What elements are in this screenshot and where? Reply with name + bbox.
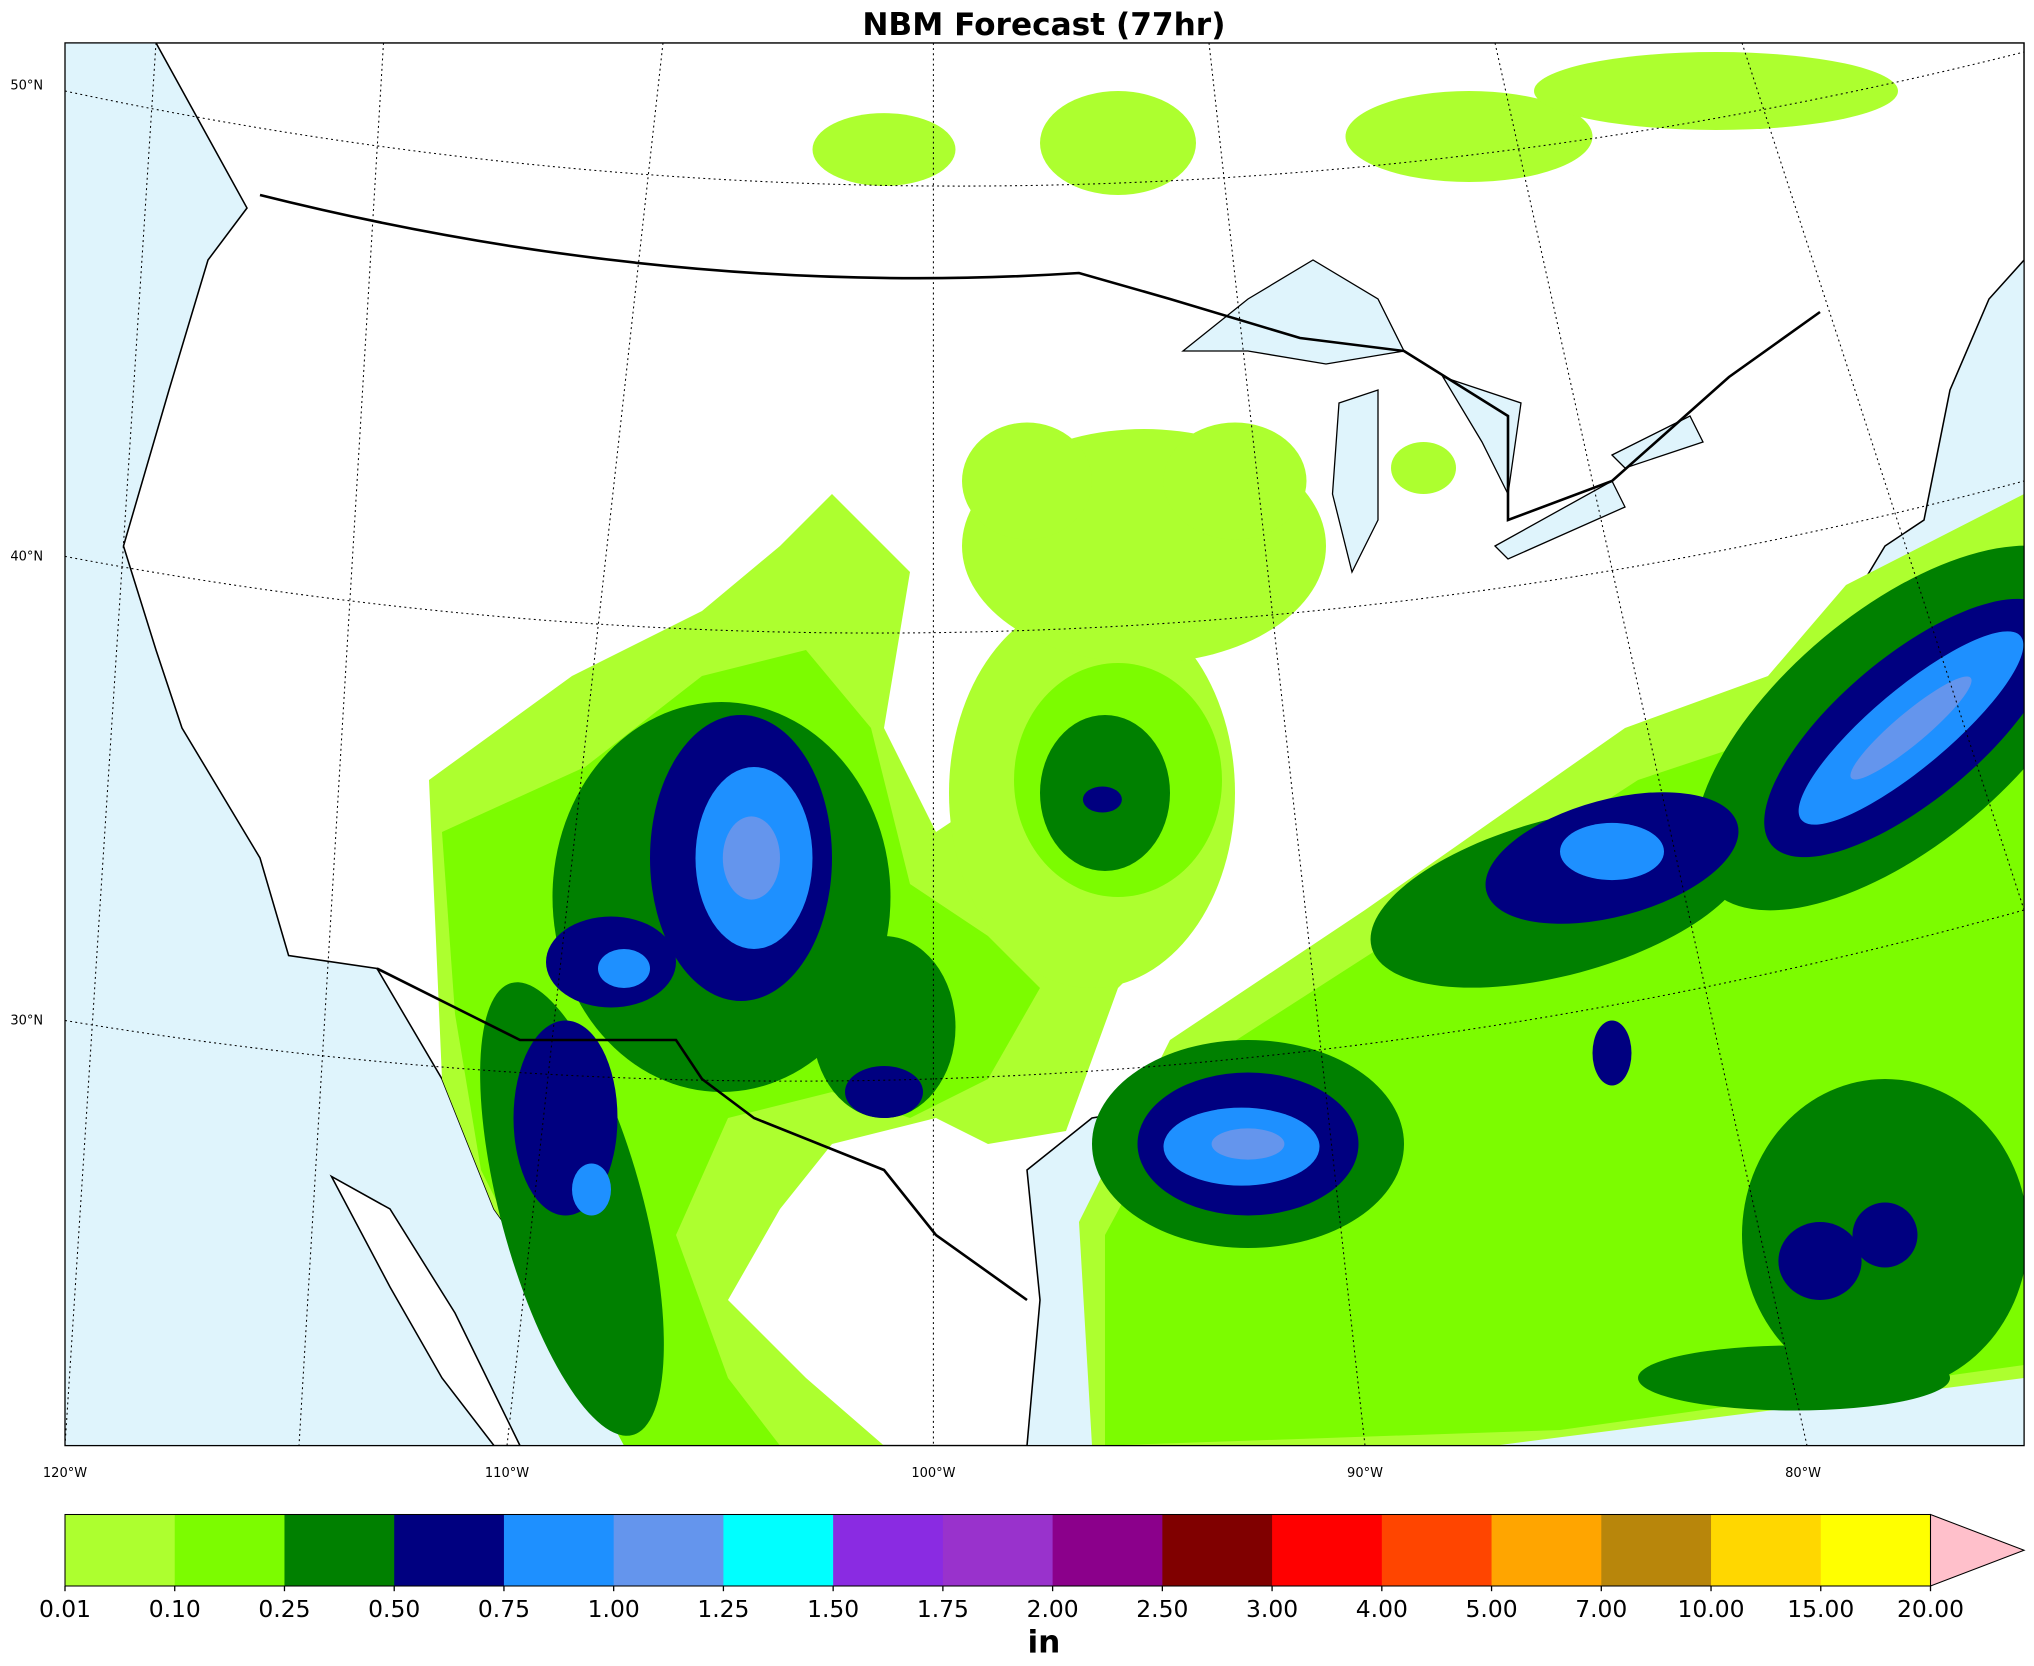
lat-label: 40°N: [10, 549, 43, 564]
precip-area: [572, 1163, 611, 1216]
colorbar-tick-label: 0.10: [149, 1595, 201, 1623]
precip-area: [1163, 422, 1307, 540]
colorbar-tick-label: 2.00: [1027, 1595, 1079, 1623]
colorbar-tick-label: 4.00: [1356, 1595, 1408, 1623]
colorbar-box: [65, 1514, 176, 1586]
colorbar-tick-label: 1.25: [697, 1595, 749, 1623]
baja: [329, 1174, 521, 1446]
precip-area: [1850, 676, 1972, 780]
colorbar-box: [723, 1514, 834, 1586]
colorbar-tick-label: 1.75: [917, 1595, 969, 1623]
colorbar-tick-label: 3.00: [1246, 1595, 1298, 1623]
colorbar-tick-label: 5.00: [1466, 1595, 1518, 1623]
figure: NBM Forecast (77hr) 50°N 40°N 30°N 120°W 110…: [10, 7, 2026, 1660]
lat-label: 30°N: [10, 1013, 43, 1028]
colorbar-box: [942, 1514, 1054, 1586]
colorbar-tick-label: 0.01: [39, 1595, 91, 1623]
colorbar-box: [284, 1514, 395, 1586]
colorbar-tick-label: 1.50: [807, 1595, 859, 1623]
precip-area: [812, 935, 956, 1118]
colorbar-tick-label: 0.25: [258, 1595, 310, 1623]
colorbar-tick-label: 1.00: [588, 1595, 640, 1623]
map-frame: [64, 42, 2025, 1447]
precip-area: [1638, 1345, 1950, 1411]
colorbar-box: [1491, 1514, 1602, 1586]
borders: [259, 193, 1821, 1302]
lon-label: 80°W: [1785, 1466, 1821, 1481]
colorbar-tick-label: 7.00: [1575, 1595, 1627, 1623]
precip-area: [1391, 441, 1456, 494]
precip-area: [1852, 1202, 1918, 1268]
precip-area: [598, 948, 650, 988]
map: [64, 42, 2025, 1446]
precip-area: [1040, 91, 1196, 195]
precip-area: [1534, 52, 1898, 130]
colorbar-tick-label: 2.50: [1136, 1595, 1188, 1623]
colorbar-box: [1052, 1514, 1164, 1586]
precip-area: [1592, 1020, 1632, 1086]
lon-label: 100°W: [911, 1466, 955, 1481]
lon-label: 120°W: [43, 1466, 87, 1481]
colorbar-tick-label: 0.75: [478, 1595, 530, 1623]
lon-label: 90°W: [1347, 1466, 1383, 1481]
colorbar-box: [1272, 1514, 1383, 1586]
colorbar-box: [503, 1514, 615, 1586]
precip-area: [722, 816, 780, 900]
colorbar-tick-label: 15.00: [1787, 1595, 1854, 1623]
precip-area: [1211, 1128, 1285, 1160]
precip-area: [961, 422, 1092, 540]
colorbar-box: [833, 1514, 944, 1586]
lat-label: 50°N: [10, 79, 43, 94]
colorbar-tick-label: 10.00: [1678, 1595, 1745, 1623]
colorbar-box: [394, 1514, 505, 1586]
precip-area: [1082, 786, 1122, 813]
colorbar-tick-label: 0.50: [368, 1595, 420, 1623]
graticule: [64, 42, 2025, 1446]
colorbar-box: [1381, 1514, 1493, 1586]
precip-area: [1560, 822, 1664, 881]
colorbar-box: [1820, 1514, 1932, 1586]
precip-area: [1345, 91, 1593, 182]
colorbar-unit: in: [1027, 1624, 1060, 1660]
colorbar-tick-label: 20.00: [1897, 1595, 1964, 1623]
colorbar-box: [1162, 1514, 1273, 1586]
precipitation: [428, 52, 2025, 1446]
colorbar-box: [1711, 1514, 1822, 1586]
precip-area: [844, 1066, 923, 1118]
precip-area: [812, 113, 956, 186]
colorbar-box: [1601, 1514, 1712, 1586]
colorbar-frame: [64, 1513, 1932, 1587]
lon-label: 110°W: [485, 1466, 529, 1481]
colorbar-extend: [1929, 1513, 2026, 1587]
title: NBM Forecast (77hr): [862, 7, 1225, 43]
colorbar-box: [613, 1514, 725, 1586]
colorbar-box: [174, 1514, 286, 1586]
precip-area: [1778, 1222, 1862, 1300]
